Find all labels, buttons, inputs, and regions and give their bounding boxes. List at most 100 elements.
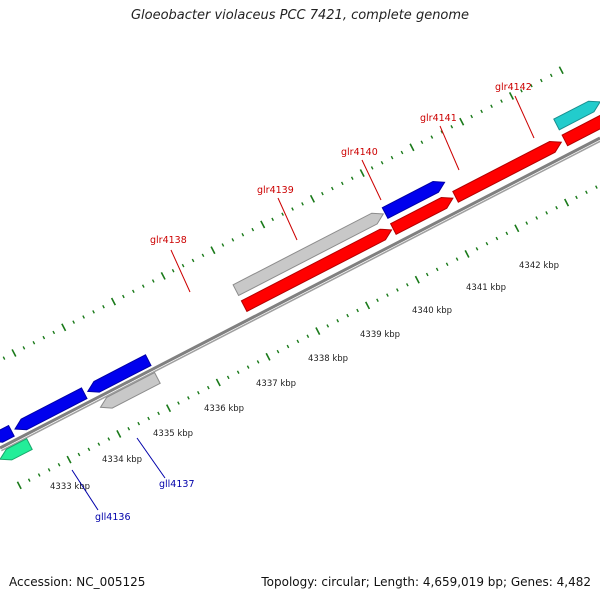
gene-label-glr4142: glr4142 (495, 82, 532, 93)
upper-ruler-tick (52, 330, 56, 335)
gene-forward-red (389, 196, 454, 235)
upper-ruler-tick (340, 181, 344, 186)
lower-ruler-tick (16, 481, 22, 490)
upper-ruler-tick (210, 246, 216, 255)
lower-ruler-tick (346, 313, 349, 318)
upper-ruler-tick (160, 271, 166, 280)
gene-reverse-gray (99, 371, 161, 409)
upper-ruler-tick (301, 202, 304, 206)
upper-ruler-tick (191, 258, 195, 263)
kbp-label: 4340 kbp (412, 306, 452, 316)
lower-ruler-tick (286, 344, 290, 349)
upper-ruler-tick (450, 125, 454, 129)
upper-ruler-tick (241, 233, 245, 237)
upper-ruler-tick (480, 109, 483, 114)
lower-ruler-tick (276, 349, 280, 354)
upper-ruler-tick (291, 207, 294, 211)
lower-ruler-tick (157, 411, 160, 416)
kbp-label: 4339 kbp (360, 330, 400, 340)
lower-ruler-tick (555, 205, 558, 210)
upper-ruler-tick (409, 143, 415, 152)
backbone-shadow-line (1, 140, 600, 452)
gene-reverse-blue (0, 424, 15, 443)
lower-ruler-tick (296, 339, 300, 344)
gene-reverse-teal (0, 438, 33, 461)
lower-ruler-tick (545, 211, 549, 215)
upper-ruler-tick (151, 279, 155, 283)
lower-ruler-tick (525, 221, 529, 225)
upper-ruler-tick (281, 212, 284, 216)
gene-forward-red (452, 140, 563, 203)
lower-ruler-tick (396, 288, 399, 292)
lower-ruler-tick (315, 327, 321, 336)
gene-label-glr4141: glr4141 (420, 113, 457, 124)
lower-ruler-tick (575, 195, 578, 200)
lower-ruler-tick (107, 437, 111, 441)
gene-leader-line (136, 437, 166, 479)
lower-ruler-tick (187, 396, 190, 400)
lower-ruler-tick (514, 224, 520, 233)
lower-ruler-tick (386, 293, 389, 297)
upper-ruler-tick (380, 161, 384, 165)
lower-ruler-tick (535, 216, 539, 220)
gene-reverse-blue (14, 387, 88, 431)
accession-text: Accession: NC_005125 (9, 575, 146, 589)
upper-ruler-tick (520, 89, 523, 93)
lower-ruler-tick (87, 447, 91, 452)
lower-ruler-tick (376, 298, 379, 302)
lower-ruler-tick (256, 360, 260, 364)
upper-ruler-tick (82, 315, 85, 319)
upper-ruler-tick (539, 78, 543, 83)
gene-leader-line (514, 95, 535, 139)
lower-ruler-tick (464, 250, 470, 258)
gene-label-glr4139: glr4139 (257, 185, 294, 196)
upper-ruler-tick (321, 191, 324, 196)
upper-ruler-tick (260, 220, 266, 229)
lower-ruler-tick (425, 272, 429, 277)
gene-leader-line (170, 249, 191, 293)
lower-ruler-tick (127, 427, 131, 431)
upper-ruler-tick (490, 104, 493, 108)
upper-ruler-tick (251, 227, 255, 232)
lower-ruler-tick (66, 455, 72, 464)
lower-ruler-tick (147, 416, 150, 421)
lower-ruler-tick (116, 429, 122, 438)
gene-upper-cyan (553, 100, 600, 131)
upper-ruler-tick (558, 66, 564, 75)
upper-ruler-tick (470, 114, 474, 119)
upper-ruler-tick (181, 263, 185, 268)
upper-ruler-tick (131, 289, 135, 294)
lower-ruler-tick (97, 442, 101, 446)
lower-ruler-tick (485, 241, 489, 246)
upper-ruler-tick (331, 186, 334, 191)
backbone-line (0, 136, 600, 450)
gene-leader-line (439, 125, 460, 171)
upper-ruler-tick (440, 130, 444, 134)
lower-ruler-tick (405, 283, 409, 287)
upper-ruler-tick (500, 99, 503, 103)
upper-ruler-tick (201, 253, 205, 258)
lower-ruler-tick (585, 190, 588, 195)
upper-ruler-tick (102, 304, 105, 309)
map-title: Gloeobacter violaceus PCC 7421, complete… (130, 8, 470, 23)
upper-ruler-tick (430, 135, 434, 139)
lower-ruler-tick (306, 334, 310, 338)
gene-label-glr4140: glr4140 (341, 147, 378, 158)
upper-ruler-tick (61, 323, 67, 332)
lower-ruler-tick (364, 301, 371, 310)
gene-label-gll4136: gll4136 (95, 512, 131, 523)
lower-ruler-tick (37, 473, 41, 477)
lower-ruler-tick (505, 231, 509, 236)
gene-label-gll4137: gll4137 (159, 479, 195, 490)
kbp-label: 4338 kbp (308, 354, 348, 364)
upper-ruler-tick (370, 166, 374, 170)
upper-ruler-tick (42, 335, 46, 340)
upper-ruler-tick (2, 356, 6, 360)
upper-ruler-tick (400, 150, 404, 155)
upper-ruler-tick (141, 284, 145, 288)
upper-ruler-tick (390, 155, 394, 160)
upper-ruler-tick (549, 73, 553, 78)
upper-ruler-tick (231, 238, 235, 242)
upper-ruler-tick (359, 169, 365, 177)
kbp-label: 4336 kbp (204, 404, 244, 414)
